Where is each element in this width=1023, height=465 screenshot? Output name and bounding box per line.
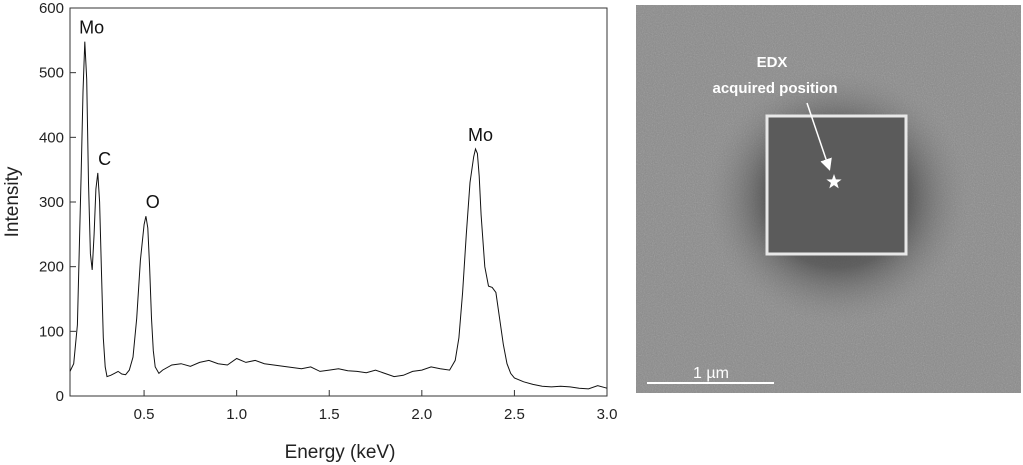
y-tick-label: 500 <box>39 65 64 82</box>
scale-bar-label: 1 µm <box>693 365 729 382</box>
y-tick-label: 600 <box>39 0 64 17</box>
x-tick-label: 0.5 <box>134 406 155 423</box>
star-icon <box>826 174 842 189</box>
peak-label-mo: Mo <box>79 18 104 38</box>
y-tick-label: 100 <box>39 323 64 340</box>
edx-spectrum-chart: 0 100 200 300 400 500 600 0.5 1.0 1.5 2.0 2.5 3.0 M… <box>2 0 617 463</box>
y-axis-title: Intensity <box>2 166 23 237</box>
peak-label-c: C <box>98 149 111 169</box>
x-tick-label: 1.5 <box>319 406 340 423</box>
edx-annotation-line2: acquired position <box>712 80 837 97</box>
edx-annotation-line1: EDX <box>757 54 788 71</box>
y-tick-label: 400 <box>39 129 64 146</box>
sem-micrograph: EDX acquired position 1 µm <box>636 5 1021 393</box>
x-axis-title: Energy (keV) <box>285 442 396 463</box>
peak-labels: Mo C O Mo <box>79 18 493 213</box>
x-tick-label: 2.0 <box>411 406 432 423</box>
peak-label-o: O <box>146 192 160 212</box>
peak-label-mo: Mo <box>468 125 493 145</box>
y-tick-label: 0 <box>56 388 64 405</box>
x-tick-label: 3.0 <box>597 406 618 423</box>
y-tick-label: 300 <box>39 194 64 211</box>
annotation-arrow <box>806 102 832 171</box>
y-axis-ticks: 0 100 200 300 400 500 600 <box>39 0 76 405</box>
x-axis-ticks: 0.5 1.0 1.5 2.0 2.5 3.0 <box>134 390 618 423</box>
y-tick-label: 200 <box>39 259 64 276</box>
x-tick-label: 1.0 <box>226 406 247 423</box>
x-tick-label: 2.5 <box>504 406 525 423</box>
spectrum-line <box>69 41 608 390</box>
